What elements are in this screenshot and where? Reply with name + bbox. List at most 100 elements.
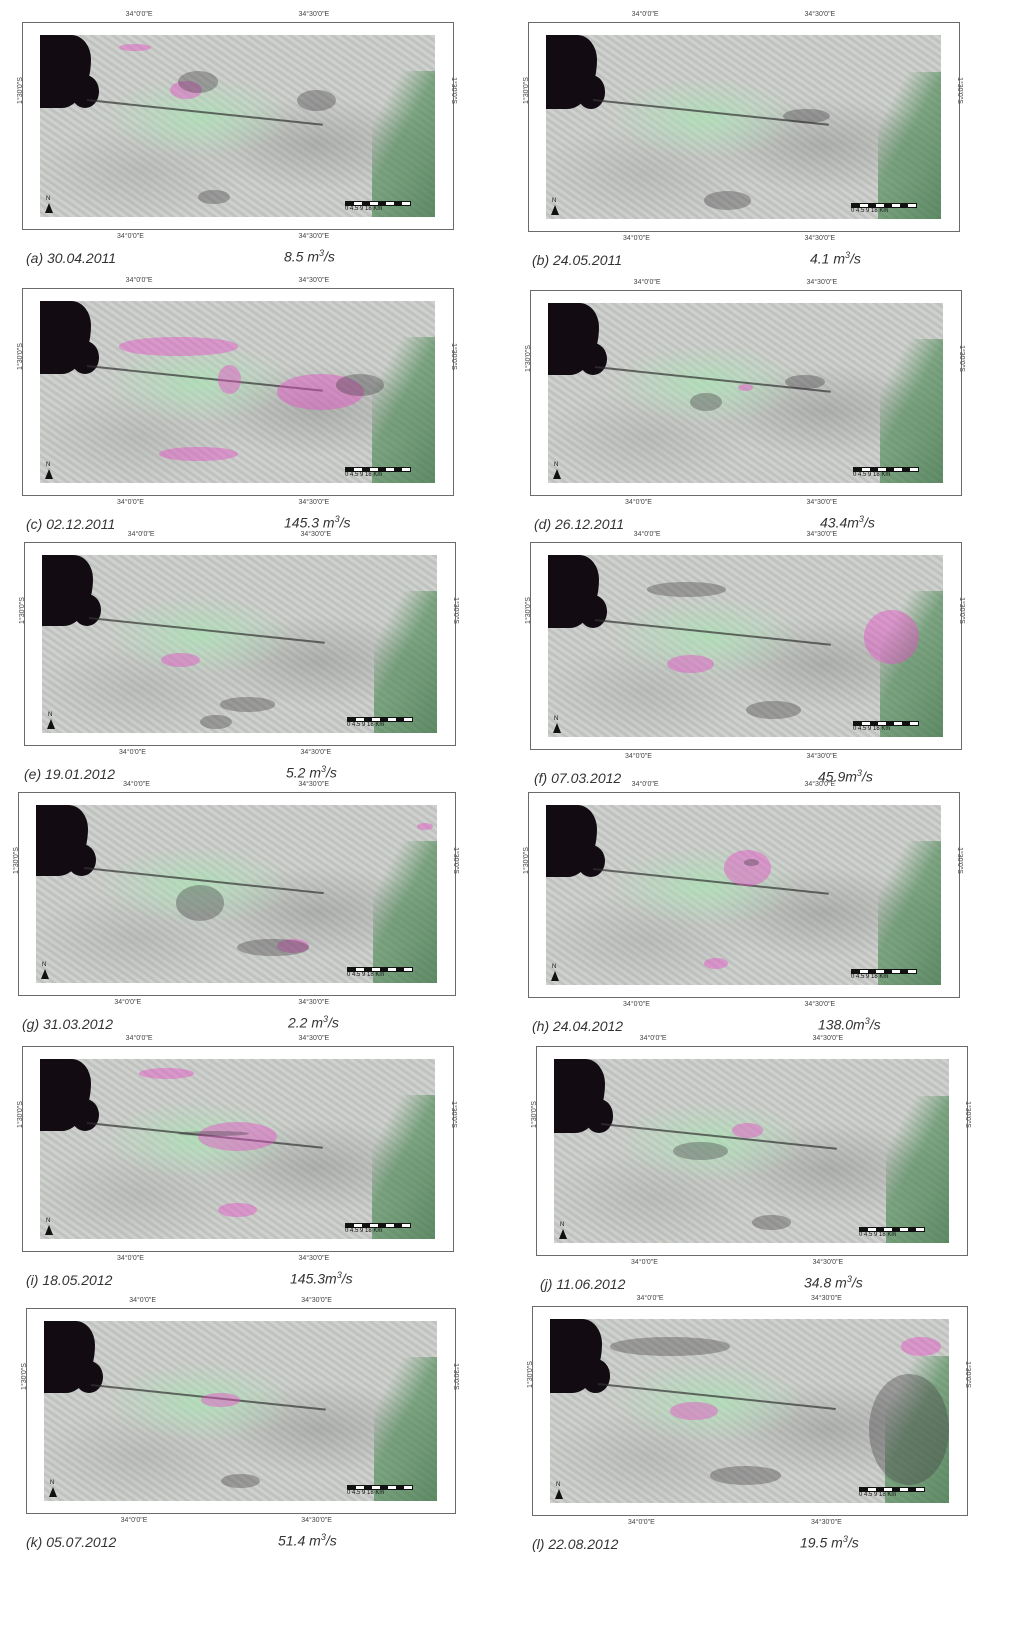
change-patch-dark [869,1374,949,1485]
satellite-image [548,555,943,737]
satellite-image [546,35,941,219]
left-lat-label: 1°30'0"S [526,1361,534,1388]
river-line [595,618,832,646]
scale-label: 0 4.5 9 18 Km [347,972,385,978]
change-patch-pink [901,1337,941,1356]
top-lon-label-left: 34°0'0"E [636,1295,664,1302]
discharge-exponent: 3 [323,1014,329,1024]
top-lon-label-left: 34°0'0"E [631,781,659,788]
bottom-lon-label-left: 34°0'0"E [627,1519,655,1526]
north-arrow-icon [551,205,559,215]
forest-area [373,590,437,733]
change-patch-pink [217,1203,258,1218]
satellite-image [550,1319,949,1503]
left-lat-label: 1°30'0"S [522,77,530,104]
change-patch-dark [219,697,276,712]
change-patch-pink [277,373,364,411]
discharge-unit: /s [324,248,335,265]
north-label: N [42,962,47,968]
north-label: N [552,964,557,970]
bottom-lon-label-right: 34°30'0"E [301,1517,332,1524]
discharge-exponent: 3 [319,248,325,258]
scale-label: 0 4.5 9 18 Km [859,1232,897,1238]
forest-area [877,841,941,985]
discharge-exponent: 3 [334,514,340,524]
north-arrow-icon [551,971,559,981]
scale-bar: 0 4.5 9 18 Km [347,967,433,979]
north-label: N [46,1218,51,1224]
change-patch-pink [723,850,772,886]
scale-bar: 0 4.5 9 18 Km [345,467,431,479]
scale-bar-graphic [853,467,919,472]
discharge-unit: /s [861,768,873,785]
bottom-lon-label-right: 34°30'0"E [298,499,330,506]
discharge-number: 34.8 m [804,1274,847,1291]
discharge-number: 145.3 m [284,514,335,531]
river-line [89,617,326,645]
change-patch-dark [751,1215,791,1231]
scale-bar: 0 4.5 9 18 Km [345,201,431,213]
scale-label: 0 4.5 9 18 Km [851,208,889,214]
lake-shape [36,805,97,877]
change-patch-dark [198,189,230,205]
scale-bar: 0 4.5 9 18 Km [347,717,433,729]
discharge-unit: /s [339,514,351,531]
panel-caption: (b) 24.05.2011 [532,252,623,268]
scale-bar-graphic [851,969,917,974]
panel-caption: (k) 05.07.2012 [26,1534,117,1550]
north-arrow-icon [45,1225,53,1235]
top-lon-label-right: 34°30'0"E [804,11,836,18]
left-lat-label: 1°30'0"S [12,847,20,874]
change-patch-pink [864,609,920,665]
forest-area [374,1357,437,1501]
bottom-lon-label-left: 34°0'0"E [623,235,650,242]
satellite-image [40,301,435,483]
forest-area [879,591,943,737]
change-patch-pink [276,938,309,953]
right-lat-label: 1°30'0"S [956,847,964,874]
panel-caption: (e) 19.01.2012 [24,766,116,782]
map-frame: 1°30'0"S 1°30'0"S N 0 4.5 9 18 Km [525,542,965,750]
top-lon-label-right: 34°30'0"E [298,11,330,18]
discharge-number: 2.2 m [288,1014,324,1031]
top-lon-label-right: 34°30'0"E [298,1035,330,1042]
scale-bar-graphic [345,467,411,472]
discharge-unit: /s [850,250,861,267]
north-arrow-icon [553,723,561,733]
change-patch-dark [709,1466,782,1485]
satellite-image [40,1059,435,1239]
scale-label: 0 4.5 9 18 Km [345,206,383,212]
discharge-exponent: 3 [336,1270,342,1280]
change-patch-dark [336,373,384,396]
right-lat-label: 1°30'0"S [452,1363,460,1390]
lake-shape [42,555,102,627]
bottom-lon-label-right: 34°30'0"E [811,1519,842,1526]
discharge-value: 19.5 m3/s [800,1534,859,1551]
change-patch-dark [176,885,225,921]
panel-caption: (i) 18.05.2012 [26,1272,113,1288]
discharge-exponent: 3 [321,764,327,774]
discharge-exponent: 3 [864,1016,870,1026]
north-arrow-icon [45,469,53,479]
change-patch-pink [119,44,151,52]
top-lon-label-right: 34°30'0"E [298,781,330,788]
top-lon-label-right: 34°30'0"E [300,531,332,538]
discharge-value: 145.3 m3/s [284,514,351,531]
map-frame: 1°30'0"S 1°30'0"S N 0 4.5 9 18 Km [13,792,459,996]
discharge-value: 5.2 m3/s [286,764,337,781]
panel-caption: (l) 22.08.2012 [532,1536,619,1552]
lake-shape [546,805,606,877]
change-patch-dark [296,89,337,112]
change-patch-dark [783,108,831,124]
top-lon-label-right: 34°30'0"E [298,277,330,284]
forest-area [371,71,435,217]
forest-area [877,71,941,219]
map-panel: 34°0'0"E 34°30'0"E 1°30'0"S 1°30'0"S N 0 4.5 … [17,1035,457,1300]
scale-label: 0 4.5 9 18 Km [347,722,385,728]
bottom-lon-label-right: 34°30'0"E [804,235,836,242]
lake-shape [44,1321,103,1393]
scale-label: 0 4.5 9 18 Km [859,1492,897,1498]
discharge-exponent: 3 [842,1534,848,1544]
north-label: N [46,196,51,202]
top-lon-label-right: 34°30'0"E [804,781,836,788]
